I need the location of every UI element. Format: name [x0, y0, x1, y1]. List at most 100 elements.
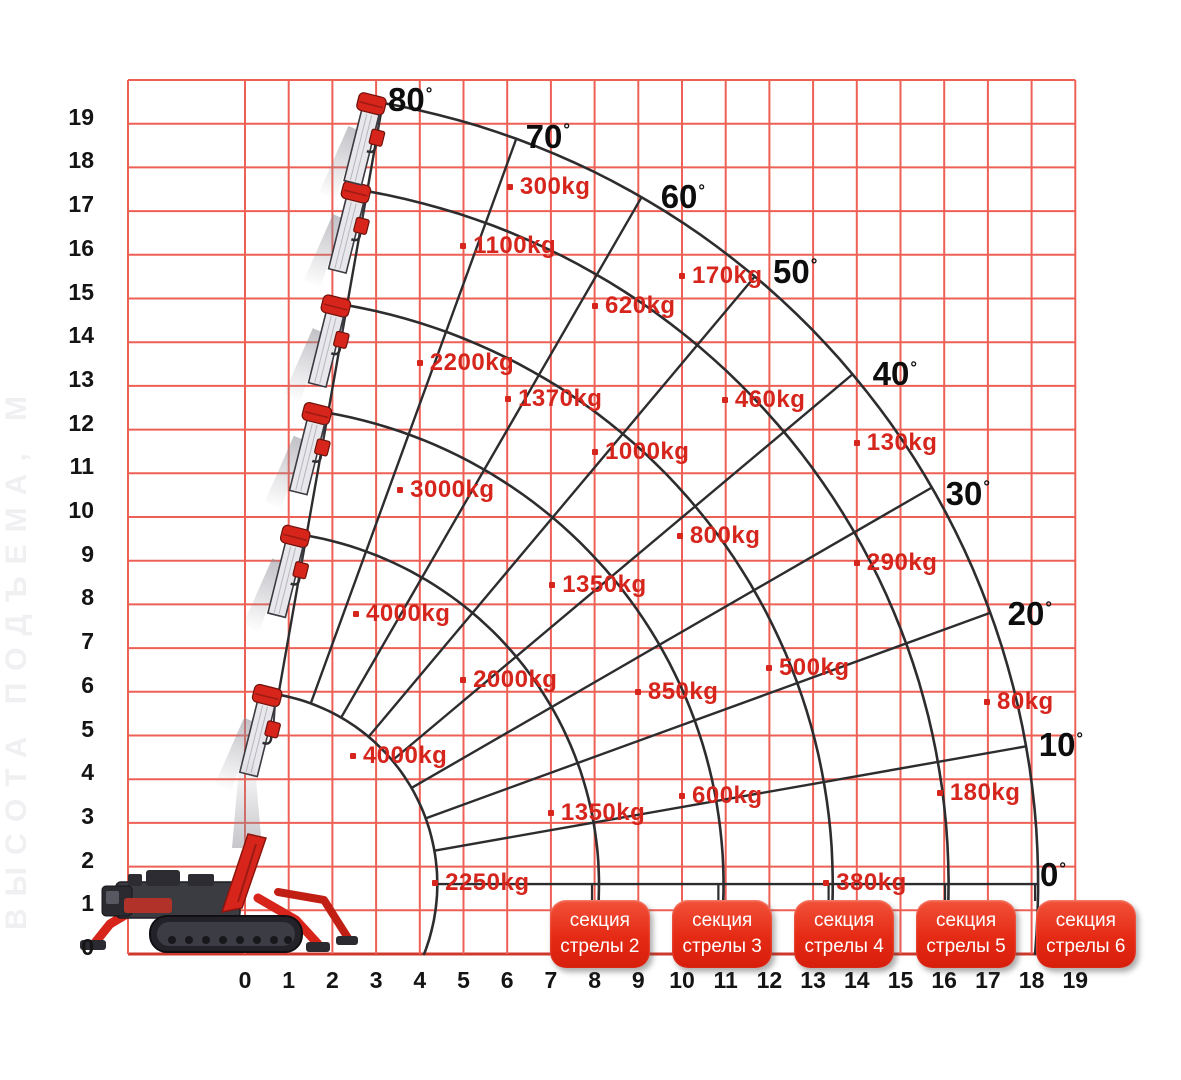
track-wheel — [168, 936, 176, 944]
capacity-dot — [853, 559, 860, 566]
y-tick-label: 4 — [81, 759, 94, 786]
capacity-dot — [853, 440, 860, 447]
track-wheel — [219, 936, 227, 944]
angle-label: 0° — [1040, 855, 1066, 893]
capacity-dot — [432, 880, 439, 887]
y-tick-label: 17 — [68, 191, 94, 218]
x-tick-label: 7 — [544, 967, 558, 993]
outrigger-right-2 — [274, 888, 352, 942]
x-tick-label: 18 — [1018, 967, 1045, 993]
body-panel — [124, 898, 172, 913]
y-tick-label: 8 — [81, 584, 94, 611]
angle-label: 20° — [1007, 595, 1053, 632]
x-tick-label: 6 — [500, 967, 514, 993]
x-tick-label: 11 — [713, 967, 738, 993]
x-tick-label: 2 — [325, 967, 339, 993]
angle-label: 60° — [660, 178, 706, 216]
x-tick-label: 12 — [756, 967, 783, 993]
y-tick-label: 10 — [68, 497, 94, 523]
button-label-line2: стрелы 6 — [1046, 935, 1126, 957]
angle-label: 70° — [525, 117, 570, 155]
engine-block — [146, 870, 180, 886]
capacity-label: 1000kg — [605, 437, 690, 465]
capacity-dot — [349, 753, 356, 760]
outrigger-foot — [336, 936, 358, 945]
capacity-label: 500kg — [778, 654, 850, 682]
boom-tip-icon — [243, 524, 311, 634]
boom-section-button[interactable]: секция стрелы 5 — [916, 900, 1017, 968]
y-tick-label: 0 — [81, 934, 94, 960]
capacity-label: 1350kg — [560, 798, 646, 826]
button-label-line1: секция — [935, 909, 997, 931]
track-wheel — [202, 936, 210, 944]
x-tick-label: 5 — [457, 967, 470, 993]
button-label-line2: стрелы 2 — [560, 935, 640, 957]
capacity-dot — [547, 809, 554, 816]
capacity-label: 3000kg — [410, 475, 495, 503]
boom-angle-line — [339, 195, 643, 719]
capacity-dot — [592, 302, 599, 309]
boom-section-button[interactable]: секция стрелы 4 — [794, 900, 895, 968]
angle-label: 30° — [945, 474, 990, 512]
capacity-label: 2200kg — [429, 349, 515, 377]
boom-section-button[interactable]: секция стрелы 2 — [549, 900, 650, 968]
capacity-label: 620kg — [605, 291, 676, 319]
track-wheel — [253, 936, 261, 944]
track-wheel — [270, 936, 278, 944]
capacity-label: 2250kg — [445, 869, 530, 897]
capacity-label: 2000kg — [473, 666, 558, 693]
capacity-dot — [505, 396, 512, 402]
x-tick-label: 1 — [282, 967, 296, 993]
capacity-label: 300kg — [519, 173, 591, 201]
capacity-dot — [506, 184, 513, 191]
capacity-dot — [765, 665, 772, 672]
boom-tip-icon — [304, 180, 372, 290]
angle-label: 10° — [1038, 726, 1084, 764]
capacity-label: 800kg — [689, 522, 761, 550]
y-tick-label: 13 — [68, 365, 94, 392]
capacity-dot — [984, 698, 991, 705]
y-tick-label: 16 — [68, 234, 94, 261]
x-tick-label: 19 — [1062, 967, 1089, 993]
y-tick-label: 15 — [68, 278, 94, 305]
angle-label: 40° — [872, 355, 917, 393]
button-label-line1: секция — [692, 909, 753, 931]
boom-detail — [237, 843, 257, 903]
boom-arc — [326, 411, 725, 956]
capacity-label: 80kg — [997, 687, 1054, 715]
track-wheel — [284, 936, 292, 944]
x-tick-label: 0 — [238, 967, 252, 993]
capacity-label: 180kg — [949, 779, 1021, 807]
boom-angle-line — [424, 611, 992, 820]
capacity-label: 850kg — [647, 677, 719, 705]
crane-boom — [220, 833, 267, 913]
button-label-line2: стрелы 4 — [804, 935, 884, 957]
capacity-dot — [679, 792, 685, 799]
angle-label: 80° — [388, 81, 433, 119]
boom-section-button[interactable]: секция стрелы 6 — [1035, 900, 1136, 968]
y-tick-label: 18 — [68, 147, 94, 174]
x-tick-label: 8 — [588, 967, 601, 993]
x-tick-label: 4 — [413, 967, 427, 993]
boom-angle-line — [410, 486, 934, 790]
boom-tip-icon — [265, 401, 333, 511]
y-tick-label: 7 — [81, 628, 94, 655]
x-tick-label: 15 — [887, 967, 914, 993]
track-wheel — [185, 936, 193, 944]
boom-section-button[interactable]: секция стрелы 3 — [672, 900, 773, 968]
capacity-dot — [592, 448, 599, 455]
capacity-label: 380kg — [836, 869, 907, 897]
y-tick-label: 12 — [68, 409, 94, 436]
x-tick-label: 3 — [369, 967, 383, 993]
boom-angle-line — [367, 275, 757, 738]
y-tick-label: 2 — [81, 846, 94, 873]
capacity-dot — [823, 880, 830, 887]
y-tick-label: 14 — [68, 322, 94, 349]
button-label-line2: стрелы 3 — [682, 935, 762, 957]
capacity-label: 1100kg — [473, 232, 557, 260]
capacity-dot — [397, 486, 404, 493]
x-tick-label: 10 — [669, 967, 695, 993]
button-label-line1: секция — [569, 909, 630, 931]
cab-window — [106, 891, 119, 904]
